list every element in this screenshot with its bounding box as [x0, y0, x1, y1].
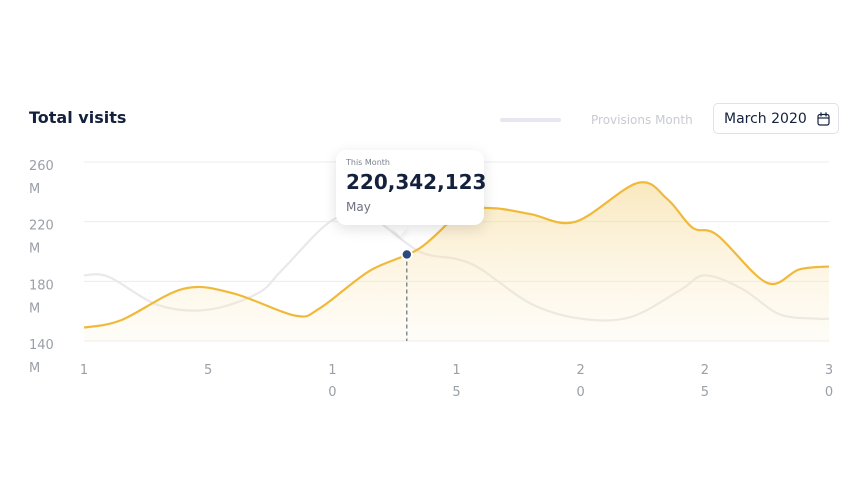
x-tick-label: 2 [577, 363, 585, 378]
x-tick-label-line2: 0 [825, 385, 833, 400]
y-tick-label: 260 [29, 159, 54, 174]
tooltip-value: 220,342,123 [346, 170, 487, 194]
x-tick-label: 1 [452, 363, 460, 378]
x-tick-label: 5 [204, 363, 212, 378]
calendar-icon [817, 112, 830, 126]
x-tick-label-line2: 0 [577, 385, 585, 400]
y-tick-label: 140 [29, 338, 54, 353]
y-tick-label: 180 [29, 278, 54, 293]
y-tick-unit: M [29, 182, 40, 197]
y-tick-unit: M [29, 361, 40, 376]
series-area-current [84, 182, 829, 341]
data-tooltip: This Month 220,342,123 May [336, 150, 487, 225]
chart-title: Total visits [29, 108, 127, 127]
x-tick-label: 3 [825, 363, 833, 378]
legend-comparison-swatch [500, 118, 561, 122]
y-tick-unit: M [29, 242, 40, 257]
legend-comparison-label: Provisions Month [591, 113, 693, 127]
x-tick-label-line2: 5 [452, 385, 460, 400]
y-tick-unit: M [29, 301, 40, 316]
x-tick-label: 1 [328, 363, 336, 378]
hover-marker[interactable] [402, 250, 412, 259]
x-tick-label: 1 [80, 363, 88, 378]
date-picker[interactable]: March 2020 [713, 103, 839, 134]
y-tick-label: 220 [29, 219, 54, 234]
x-tick-label-line2: 0 [328, 385, 336, 400]
series-line-current [83, 181, 830, 329]
x-tick-label: 2 [701, 363, 709, 378]
x-tick-label-line2: 5 [701, 385, 709, 400]
date-picker-value: March 2020 [724, 111, 807, 127]
tooltip-label: May [346, 200, 371, 214]
tooltip-caption: This Month [346, 158, 390, 167]
